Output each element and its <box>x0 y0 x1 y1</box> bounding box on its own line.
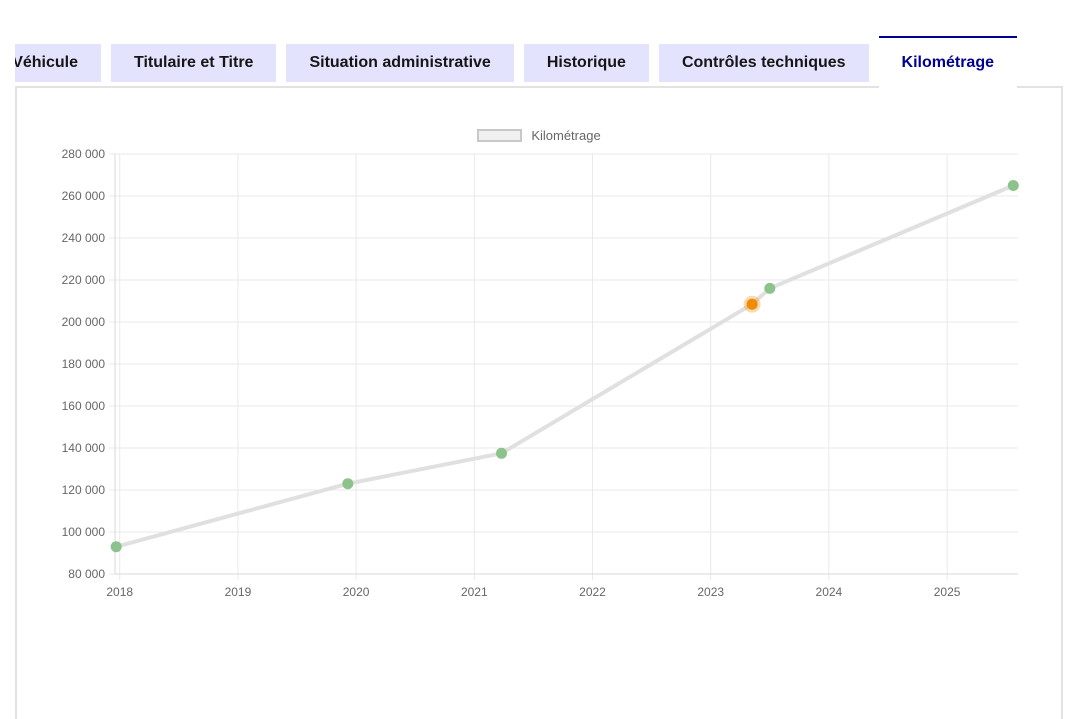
y-tick-label: 240 000 <box>62 231 106 245</box>
x-tick-label: 2019 <box>225 585 252 599</box>
legend-swatch <box>477 129 523 142</box>
data-point-green[interactable] <box>342 478 354 490</box>
data-point-green[interactable] <box>1007 180 1019 191</box>
tab-label: Situation administrative <box>309 54 491 71</box>
y-tick-label: 140 000 <box>62 441 106 455</box>
x-tick-label: 2021 <box>461 585 488 599</box>
tab-kilometrage[interactable]: Kilométrage <box>878 36 1017 88</box>
chart-legend[interactable]: Kilométrage <box>17 128 1061 143</box>
y-tick-label: 100 000 <box>62 525 106 539</box>
data-point-green[interactable] <box>110 541 122 553</box>
tab-titulaire[interactable]: Titulaire et Titre <box>111 44 277 82</box>
kilometrage-chart: 80 000 100 000 120 000 140 000 160 000 180 00… <box>62 147 1019 599</box>
tab-label: Véhicule <box>15 54 78 71</box>
y-tick-label: 80 000 <box>68 567 105 581</box>
data-point-green[interactable] <box>496 447 507 459</box>
tab-controles[interactable]: Contrôles techniques <box>658 44 869 82</box>
tab-bar: Véhicule Titulaire et Titre Situation admi… <box>15 36 1065 88</box>
y-tick-label: 200 000 <box>62 315 106 329</box>
tab-label: Titulaire et Titre <box>134 54 254 71</box>
x-tick-label: 2022 <box>579 585 606 599</box>
x-tick-label: 2023 <box>697 585 724 599</box>
tab-vehicule[interactable]: Véhicule <box>15 44 101 82</box>
data-point-orange[interactable] <box>746 298 758 310</box>
tab-panel-kilometrage: Kilométrage 80 000 100 000 120 000 140 000 1… <box>15 86 1063 719</box>
kilometrage-line <box>114 183 1016 549</box>
chart-series-kilometrage <box>110 180 1019 553</box>
y-tick-label: 160 000 <box>62 399 106 413</box>
data-point-green[interactable] <box>764 282 776 294</box>
tab-label: Kilométrage <box>901 54 994 71</box>
x-tick-label: 2018 <box>106 585 133 599</box>
y-tick-label: 220 000 <box>62 273 106 287</box>
y-tick-label: 120 000 <box>62 483 106 497</box>
tab-label: Historique <box>546 54 626 71</box>
chart-axes <box>114 154 1018 575</box>
y-tick-label: 260 000 <box>62 189 106 203</box>
chart-ticks: 80 000 100 000 120 000 140 000 160 000 180 00… <box>62 147 961 599</box>
tab-situation[interactable]: Situation administrative <box>286 44 514 82</box>
y-tick-label: 180 000 <box>62 357 106 371</box>
tab-label: Contrôles techniques <box>681 54 846 71</box>
legend-label: Kilométrage <box>531 128 601 143</box>
x-tick-label: 2025 <box>934 585 961 599</box>
x-tick-label: 2024 <box>816 585 843 599</box>
tab-historique[interactable]: Historique <box>523 44 649 82</box>
y-tick-label: 280 000 <box>62 147 106 161</box>
x-tick-label: 2020 <box>343 585 370 599</box>
